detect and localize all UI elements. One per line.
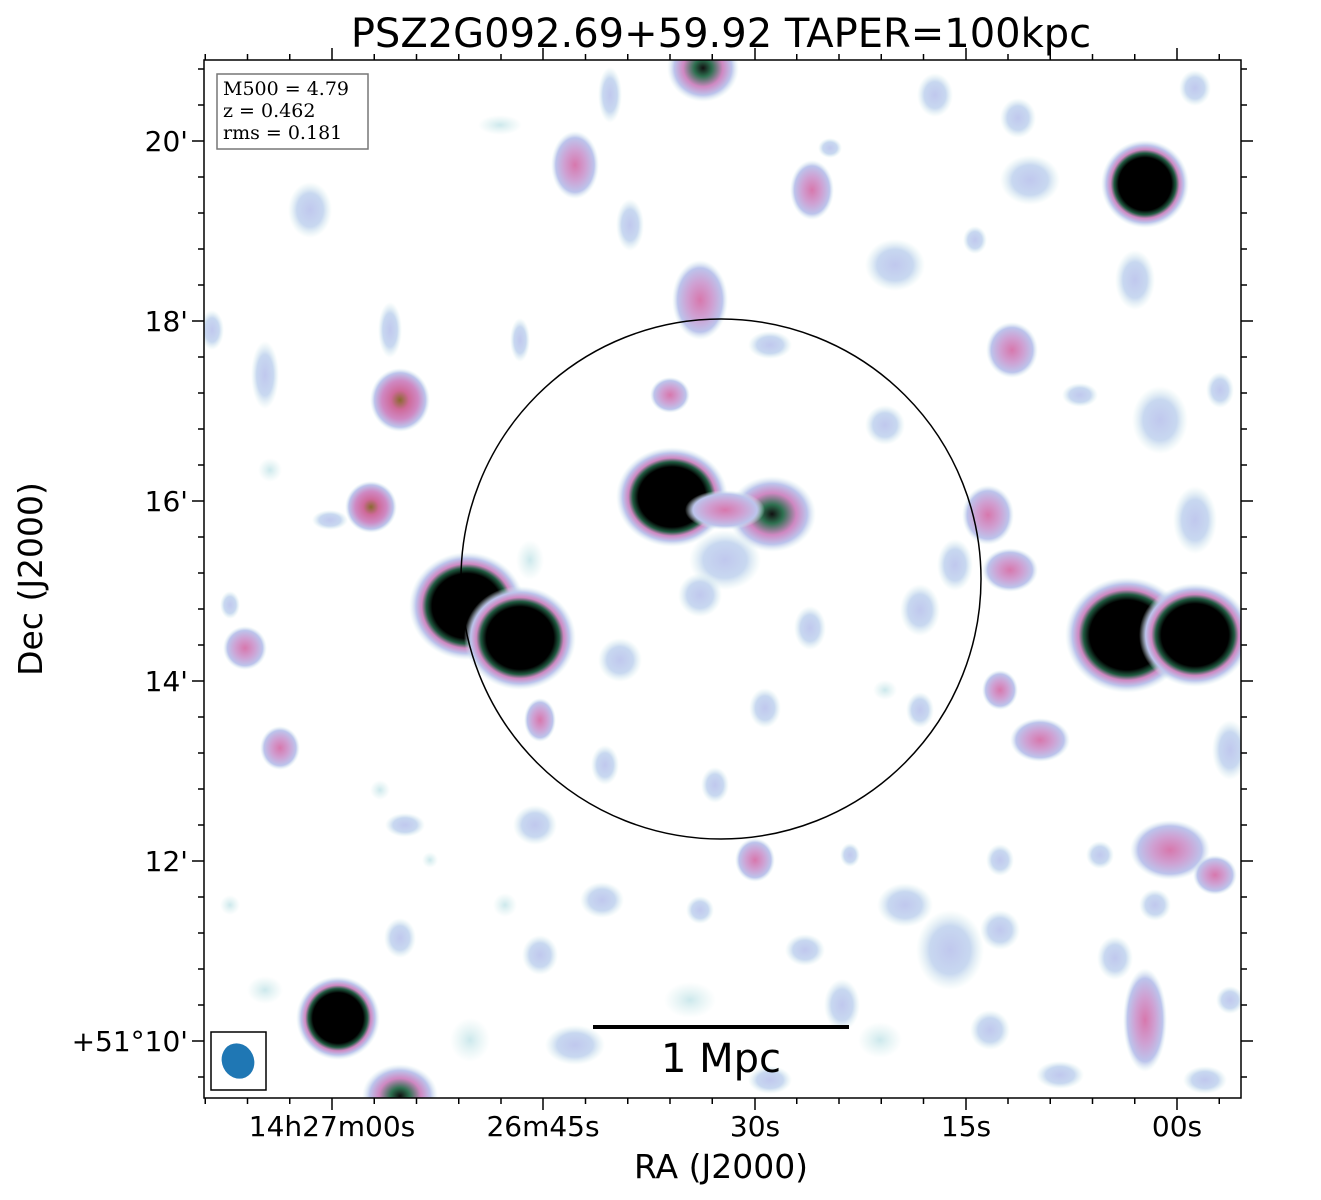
info-m500: M500 = 4.79 bbox=[223, 78, 349, 100]
x-tick-label: 30s bbox=[730, 1110, 780, 1143]
chart-title: PSZ2G092.69+59.92 TAPER=100kpc bbox=[351, 11, 1091, 57]
x-axis-label: RA (J2000) bbox=[634, 1147, 808, 1186]
y-tick-label: 18' bbox=[145, 305, 188, 338]
y-tick-labels: 20' 18' 16' 14' 12' +51°10' bbox=[72, 125, 188, 1058]
y-tick-label: 14' bbox=[145, 665, 188, 698]
info-rms: rms = 0.181 bbox=[223, 122, 342, 144]
plot-frame bbox=[203, 59, 1242, 1099]
tick-marks bbox=[192, 48, 1253, 1110]
y-tick-label: 16' bbox=[145, 485, 188, 518]
noise-emission bbox=[204, 67, 1241, 1094]
x-tick-label: 00s bbox=[1152, 1110, 1202, 1143]
source-left-extended-b bbox=[464, 586, 576, 690]
source-bottom-left bbox=[296, 976, 380, 1060]
x-tick-label: 15s bbox=[941, 1110, 991, 1143]
radio-image: M500 = 4.79 z = 0.462 rms = 0.181 1 Mpc bbox=[204, 60, 1241, 1098]
x-tick-label: 26m45s bbox=[486, 1110, 599, 1143]
beam-indicator bbox=[210, 1031, 267, 1091]
scale-bar-label: 1 Mpc bbox=[661, 1036, 781, 1082]
x-tick-label: 14h27m00s bbox=[249, 1110, 416, 1143]
source-bottom-edge bbox=[362, 1064, 438, 1098]
y-tick-label: 20' bbox=[145, 125, 188, 158]
source-top-center bbox=[667, 60, 739, 102]
y-axis-label: Dec (J2000) bbox=[11, 482, 50, 676]
beam-ellipse bbox=[221, 1043, 255, 1079]
x-tick-labels: 14h27m00s 26m45s 30s 15s 00s bbox=[249, 1110, 1202, 1143]
bridge-emission bbox=[685, 490, 765, 530]
y-tick-label: +51°10' bbox=[72, 1025, 188, 1058]
info-redshift: z = 0.462 bbox=[223, 100, 315, 122]
source-left-middle bbox=[345, 481, 397, 533]
scale-bar: 1 Mpc bbox=[593, 1025, 849, 1082]
info-box: M500 = 4.79 z = 0.462 rms = 0.181 bbox=[216, 73, 369, 150]
source-right-extended-b bbox=[1139, 583, 1241, 687]
y-tick-label: 12' bbox=[145, 845, 188, 878]
compact-sources bbox=[296, 60, 1241, 1098]
source-left-upper bbox=[370, 368, 430, 432]
r500-circle bbox=[460, 318, 982, 840]
source-top-right bbox=[1101, 140, 1189, 228]
